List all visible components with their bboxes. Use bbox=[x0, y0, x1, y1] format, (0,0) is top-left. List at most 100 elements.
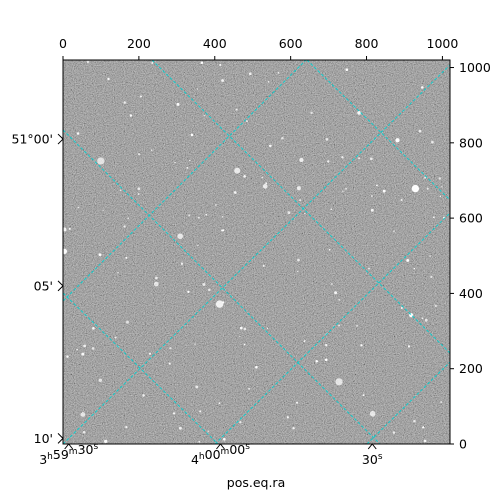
star bbox=[98, 378, 103, 382]
star bbox=[255, 365, 258, 369]
star bbox=[142, 394, 145, 397]
plot-frame bbox=[62, 59, 451, 445]
star bbox=[205, 213, 208, 216]
star bbox=[411, 184, 420, 193]
grid-line bbox=[366, 361, 450, 444]
star bbox=[168, 362, 171, 365]
dec-tick-mark bbox=[57, 133, 64, 145]
star bbox=[176, 102, 180, 106]
star bbox=[418, 129, 422, 133]
star bbox=[203, 115, 205, 117]
star bbox=[86, 60, 90, 64]
star bbox=[296, 186, 301, 191]
star bbox=[268, 144, 272, 148]
star bbox=[299, 157, 304, 163]
star bbox=[188, 214, 191, 217]
star bbox=[140, 95, 142, 98]
star bbox=[406, 258, 410, 262]
star bbox=[261, 176, 264, 179]
star bbox=[80, 412, 86, 417]
star bbox=[234, 167, 241, 174]
star bbox=[81, 352, 85, 356]
sky-image bbox=[63, 60, 450, 444]
star bbox=[421, 317, 424, 320]
dec-tick-label: 10' bbox=[34, 431, 53, 446]
x-pixel-tick-label: 400 bbox=[203, 36, 227, 51]
star bbox=[215, 204, 217, 206]
star bbox=[335, 378, 343, 386]
ra-tick-label: 4h00m00s bbox=[191, 442, 250, 467]
star bbox=[129, 114, 133, 117]
star bbox=[97, 157, 105, 165]
star bbox=[248, 387, 251, 390]
star bbox=[304, 212, 306, 215]
star bbox=[186, 166, 189, 169]
star bbox=[432, 216, 435, 219]
star bbox=[114, 336, 117, 339]
star bbox=[117, 271, 119, 274]
star bbox=[123, 225, 126, 228]
pixel-axis-ticks: 0 200 400 600 800 1000 0 200 400 600 800 1000 bbox=[59, 36, 491, 452]
star bbox=[424, 318, 428, 322]
star bbox=[235, 108, 238, 111]
star bbox=[172, 412, 176, 415]
star bbox=[315, 360, 319, 363]
star bbox=[178, 426, 182, 430]
star bbox=[327, 160, 330, 163]
star bbox=[362, 394, 365, 397]
grid-line bbox=[63, 129, 381, 444]
star bbox=[281, 137, 284, 140]
star bbox=[66, 355, 69, 358]
star bbox=[138, 153, 141, 156]
star bbox=[198, 440, 201, 443]
star bbox=[429, 255, 431, 258]
star bbox=[267, 81, 270, 83]
star bbox=[356, 324, 359, 327]
x-pixel-tick-label: 0 bbox=[59, 36, 67, 51]
star bbox=[197, 244, 199, 247]
star bbox=[202, 282, 206, 286]
star bbox=[328, 248, 331, 251]
star bbox=[180, 262, 184, 265]
star bbox=[413, 267, 416, 270]
star bbox=[266, 327, 269, 329]
star bbox=[76, 132, 80, 135]
star bbox=[393, 230, 395, 232]
star bbox=[200, 61, 204, 64]
star bbox=[239, 326, 243, 330]
grid-line bbox=[63, 60, 307, 302]
star bbox=[431, 140, 434, 144]
star bbox=[303, 340, 306, 343]
star bbox=[233, 191, 237, 194]
star bbox=[330, 208, 332, 210]
star bbox=[342, 190, 344, 193]
y-pixel-tick-label: 400 bbox=[459, 286, 483, 301]
dec-tick-mark bbox=[57, 432, 64, 444]
star bbox=[222, 437, 226, 441]
star bbox=[207, 430, 209, 432]
ra-tick-label: 30s bbox=[362, 452, 383, 467]
star bbox=[208, 288, 211, 292]
star bbox=[125, 256, 128, 259]
star bbox=[239, 335, 241, 337]
star bbox=[407, 345, 411, 348]
star bbox=[439, 195, 442, 197]
ra-tick-mark bbox=[367, 443, 377, 450]
y-pixel-tick-label: 1000 bbox=[459, 60, 491, 75]
star bbox=[299, 199, 302, 202]
star bbox=[297, 258, 300, 262]
star bbox=[296, 270, 299, 273]
star bbox=[189, 159, 191, 162]
star bbox=[221, 79, 225, 82]
star bbox=[424, 176, 427, 179]
star-field bbox=[63, 60, 446, 444]
star bbox=[262, 264, 265, 267]
star bbox=[239, 421, 242, 424]
star bbox=[77, 206, 80, 209]
star bbox=[345, 187, 347, 190]
star bbox=[137, 187, 141, 191]
y-pixel-tick-label: 0 bbox=[459, 437, 467, 452]
star bbox=[218, 402, 221, 405]
star bbox=[68, 227, 71, 230]
star bbox=[153, 281, 159, 287]
